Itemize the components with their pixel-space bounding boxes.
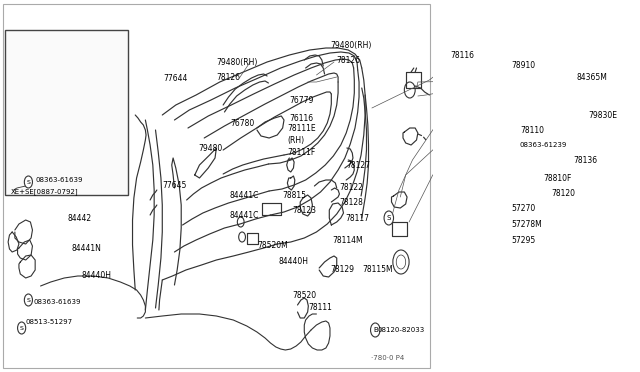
Text: 84441N: 84441N [72,244,102,253]
Text: 78127: 78127 [346,160,370,170]
Text: S: S [26,298,30,302]
Text: 78910: 78910 [511,61,535,70]
Text: 78111: 78111 [308,304,332,312]
Text: 76779: 76779 [289,96,314,105]
Text: 78126: 78126 [216,73,241,81]
Text: 78810F: 78810F [543,173,572,183]
Text: 79480: 79480 [199,144,223,153]
Text: 76116: 76116 [289,113,314,122]
Text: 78815: 78815 [283,190,307,199]
Text: 84441C: 84441C [230,190,259,199]
Text: 78115M: 78115M [362,266,393,275]
Text: 57295: 57295 [511,235,536,244]
Text: 78123: 78123 [292,205,316,215]
Text: 08120-82033: 08120-82033 [378,327,424,333]
Text: 79480(RH): 79480(RH) [216,58,258,67]
Text: XE+SE[0887-0792]: XE+SE[0887-0792] [11,189,79,195]
Text: 78120: 78120 [552,189,576,198]
Text: 76780: 76780 [230,119,255,128]
Text: ·780·0 P4: ·780·0 P4 [371,355,404,361]
Text: 84441C: 84441C [230,211,259,219]
Circle shape [17,322,26,334]
Text: B: B [373,327,378,333]
Text: 84440H: 84440H [278,257,308,266]
Text: 84442: 84442 [68,214,92,222]
Text: 78122: 78122 [339,183,364,192]
Text: 78116: 78116 [451,51,474,60]
Text: 78111E: 78111E [287,124,316,132]
Circle shape [24,294,33,306]
Circle shape [371,323,380,337]
Text: 77645: 77645 [163,180,187,189]
Text: 84440H: 84440H [81,270,111,279]
Text: 84365M: 84365M [576,73,607,81]
Circle shape [24,176,33,188]
Text: 78126: 78126 [336,55,360,64]
Text: S: S [387,215,391,221]
Text: 78111F: 78111F [287,148,316,157]
Text: S: S [26,180,30,185]
Text: 78128: 78128 [339,198,364,206]
Text: 78136: 78136 [573,155,598,164]
Text: 78520: 78520 [292,291,316,299]
Text: 79480(RH): 79480(RH) [330,41,371,49]
Text: (RH): (RH) [287,135,305,144]
Text: 78129: 78129 [330,266,354,275]
Text: 78520M: 78520M [257,241,288,250]
Circle shape [384,211,394,225]
Circle shape [237,217,244,227]
Circle shape [239,232,246,242]
Text: 57270: 57270 [511,203,536,212]
Text: 57278M: 57278M [511,219,542,228]
Text: S: S [20,326,24,330]
Text: 08363-61639: 08363-61639 [34,299,81,305]
Bar [5,30,127,195]
Text: 08513-51297: 08513-51297 [26,319,73,325]
Text: 08363-61239: 08363-61239 [519,142,566,148]
Text: 78114M: 78114M [333,235,364,244]
Text: 79830E: 79830E [588,110,617,119]
Text: 08363-61639: 08363-61639 [35,177,83,183]
Text: 77644: 77644 [164,74,188,83]
Text: 78117: 78117 [345,214,369,222]
Text: 78110: 78110 [521,125,545,135]
